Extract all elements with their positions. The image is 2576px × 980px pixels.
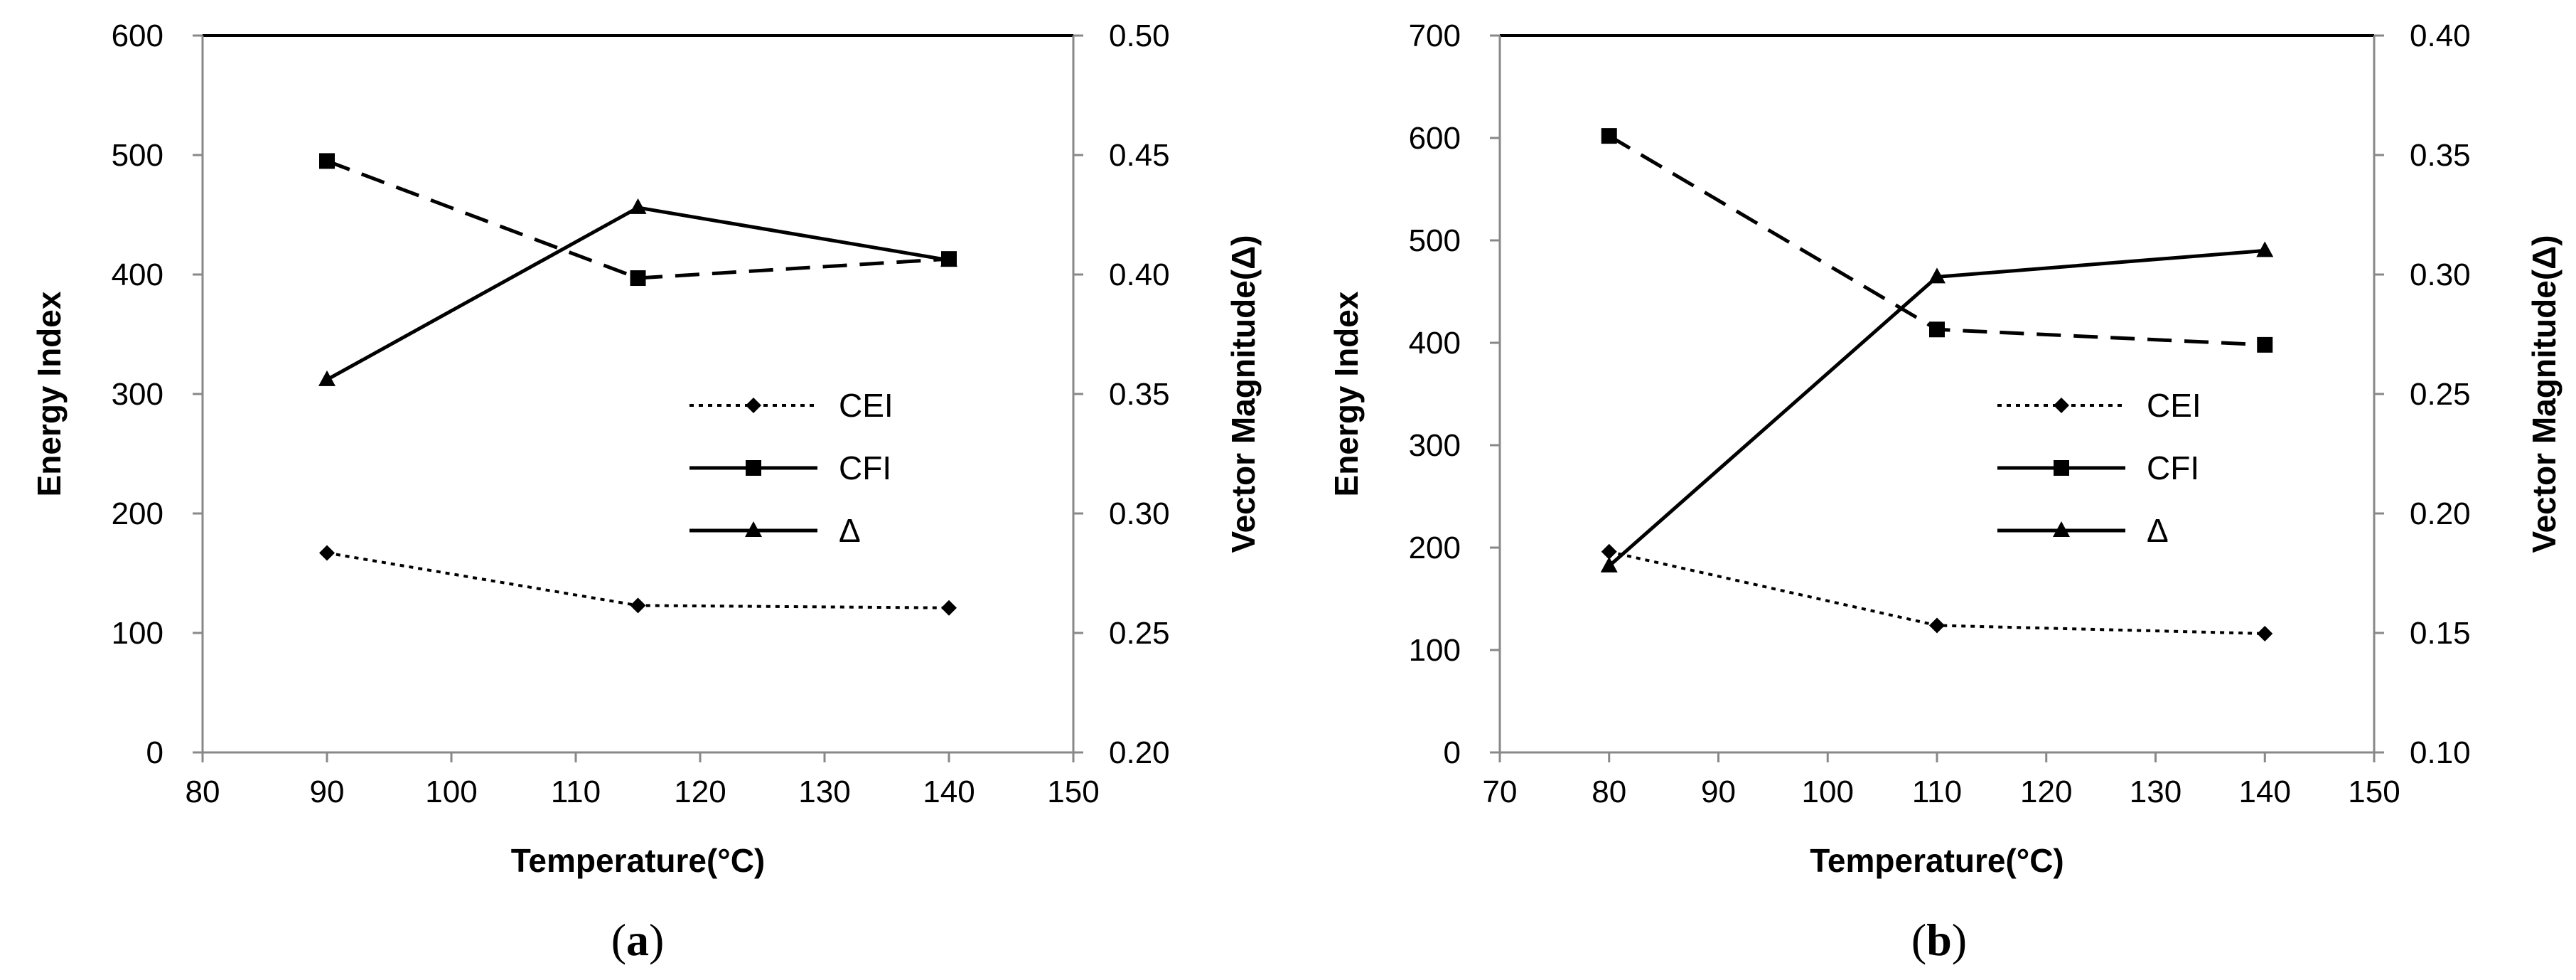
y2-tick-label: 0.30 (2410, 257, 2471, 292)
legend-marker-CEI (746, 398, 761, 413)
y2-tick-label: 0.20 (1109, 735, 1170, 770)
legend-label: CEI (2147, 387, 2201, 424)
y2-tick-label: 0.10 (2410, 735, 2471, 770)
data-point-CEI (1601, 543, 1617, 560)
data-point-CEI (1929, 617, 1945, 634)
chart-panel-a: 80 90 100 110 120 130 140 150 0 100 200 300 400 500 60… (31, 18, 1262, 965)
y-tick-label: 700 (1409, 18, 1461, 53)
x-tick-label: 80 (1592, 774, 1626, 809)
legend-marker-Δ (2053, 521, 2070, 537)
y2-axis-label: Vector Magnitude(Δ) (2526, 235, 2562, 553)
data-point-CEI (319, 545, 335, 561)
y-axis-label: Energy Index (1328, 291, 1365, 496)
legend-label: CFI (839, 449, 891, 486)
y-tick-label: 300 (112, 377, 163, 412)
x-tick-label: 120 (2020, 774, 2072, 809)
data-point-CFI (1601, 128, 1617, 144)
data-point-CFI (319, 153, 335, 169)
data-point-CEI (2257, 625, 2273, 641)
data-point-Δ (629, 198, 647, 214)
x-tick-label: 140 (2239, 774, 2291, 809)
y-tick-label: 400 (112, 257, 163, 292)
x-tick-label: 120 (674, 774, 726, 809)
y-tick-label: 100 (1409, 633, 1461, 668)
y2-tick-label: 0.30 (1109, 496, 1170, 531)
legend-marker-CFI (2054, 460, 2069, 476)
y-tick-label: 200 (1409, 531, 1461, 565)
x-tick-label: 150 (1047, 774, 1099, 809)
legend-label: Δ (2147, 512, 2169, 549)
x-tick-label: 110 (1912, 774, 1962, 809)
x-tick-label: 70 (1483, 774, 1518, 809)
y-tick-label: 200 (112, 496, 163, 531)
y2-tick-label: 0.35 (1109, 377, 1170, 412)
legend-marker-CFI (746, 460, 761, 476)
series-line-CFI (326, 159, 950, 280)
data-point-Δ (318, 370, 336, 386)
y-tick-label: 300 (1409, 428, 1461, 463)
data-point-Δ (1600, 556, 1618, 572)
y2-axis-label: Vector Magnitude(Δ) (1225, 235, 1262, 553)
x-tick-label: 150 (2348, 774, 2400, 809)
x-tick-label: 90 (1701, 774, 1736, 809)
data-point-CFI (630, 270, 646, 287)
y2-tick-label: 0.40 (2410, 18, 2471, 53)
y2-tick-label: 0.35 (2410, 138, 2471, 173)
panel-label: (b) (1911, 915, 1967, 965)
data-point-Δ (2256, 241, 2274, 257)
y2-tick-label: 0.50 (1109, 18, 1170, 53)
data-point-Δ (1928, 267, 1946, 284)
series-line-CFI (1608, 134, 2265, 347)
y-tick-label: 600 (112, 18, 163, 53)
data-point-CFI (2257, 336, 2273, 353)
x-tick-label: 100 (1802, 774, 1854, 809)
y-tick-label: 500 (112, 138, 163, 173)
legend-marker-Δ (745, 521, 762, 537)
y-tick-label: 400 (1409, 326, 1461, 361)
y2-tick-label: 0.15 (2410, 616, 2471, 651)
y-tick-label: 0 (146, 735, 163, 770)
legend-label: Δ (839, 512, 861, 549)
y2-tick-label: 0.40 (1109, 257, 1170, 292)
x-tick-label: 140 (923, 774, 975, 809)
data-point-CEI (630, 597, 646, 614)
y2-tick-label: 0.20 (2410, 496, 2471, 531)
x-tick-label: 130 (2130, 774, 2181, 809)
y-axis-label: Energy Index (31, 291, 68, 496)
x-tick-label: 130 (798, 774, 850, 809)
y2-tick-label: 0.25 (2410, 377, 2471, 412)
y-tick-label: 0 (1444, 735, 1461, 770)
x-tick-label: 80 (186, 774, 220, 809)
x-tick-label: 90 (310, 774, 345, 809)
y-tick-label: 500 (1409, 223, 1461, 258)
x-axis-label: Temperature(°C) (511, 842, 766, 879)
x-tick-label: 110 (551, 774, 601, 809)
data-point-CEI (941, 600, 957, 616)
panel-label: (a) (611, 915, 665, 965)
y2-tick-label: 0.25 (1109, 616, 1170, 651)
y-tick-label: 100 (112, 616, 163, 651)
data-point-CFI (1929, 321, 1945, 338)
y-tick-label: 600 (1409, 121, 1461, 156)
data-point-Δ (940, 250, 957, 267)
x-axis-label: Temperature(°C) (1810, 842, 2064, 879)
y2-tick-label: 0.45 (1109, 138, 1170, 173)
chart-panel-b: 70 80 90 100 110 120 130 140 150 0 100 200 300 400 500… (1328, 18, 2562, 965)
legend-marker-CEI (2054, 398, 2069, 413)
legend-label: CEI (839, 387, 893, 424)
x-tick-label: 100 (425, 774, 477, 809)
series-line-Δ (326, 206, 950, 382)
legend-label: CFI (2147, 449, 2199, 486)
